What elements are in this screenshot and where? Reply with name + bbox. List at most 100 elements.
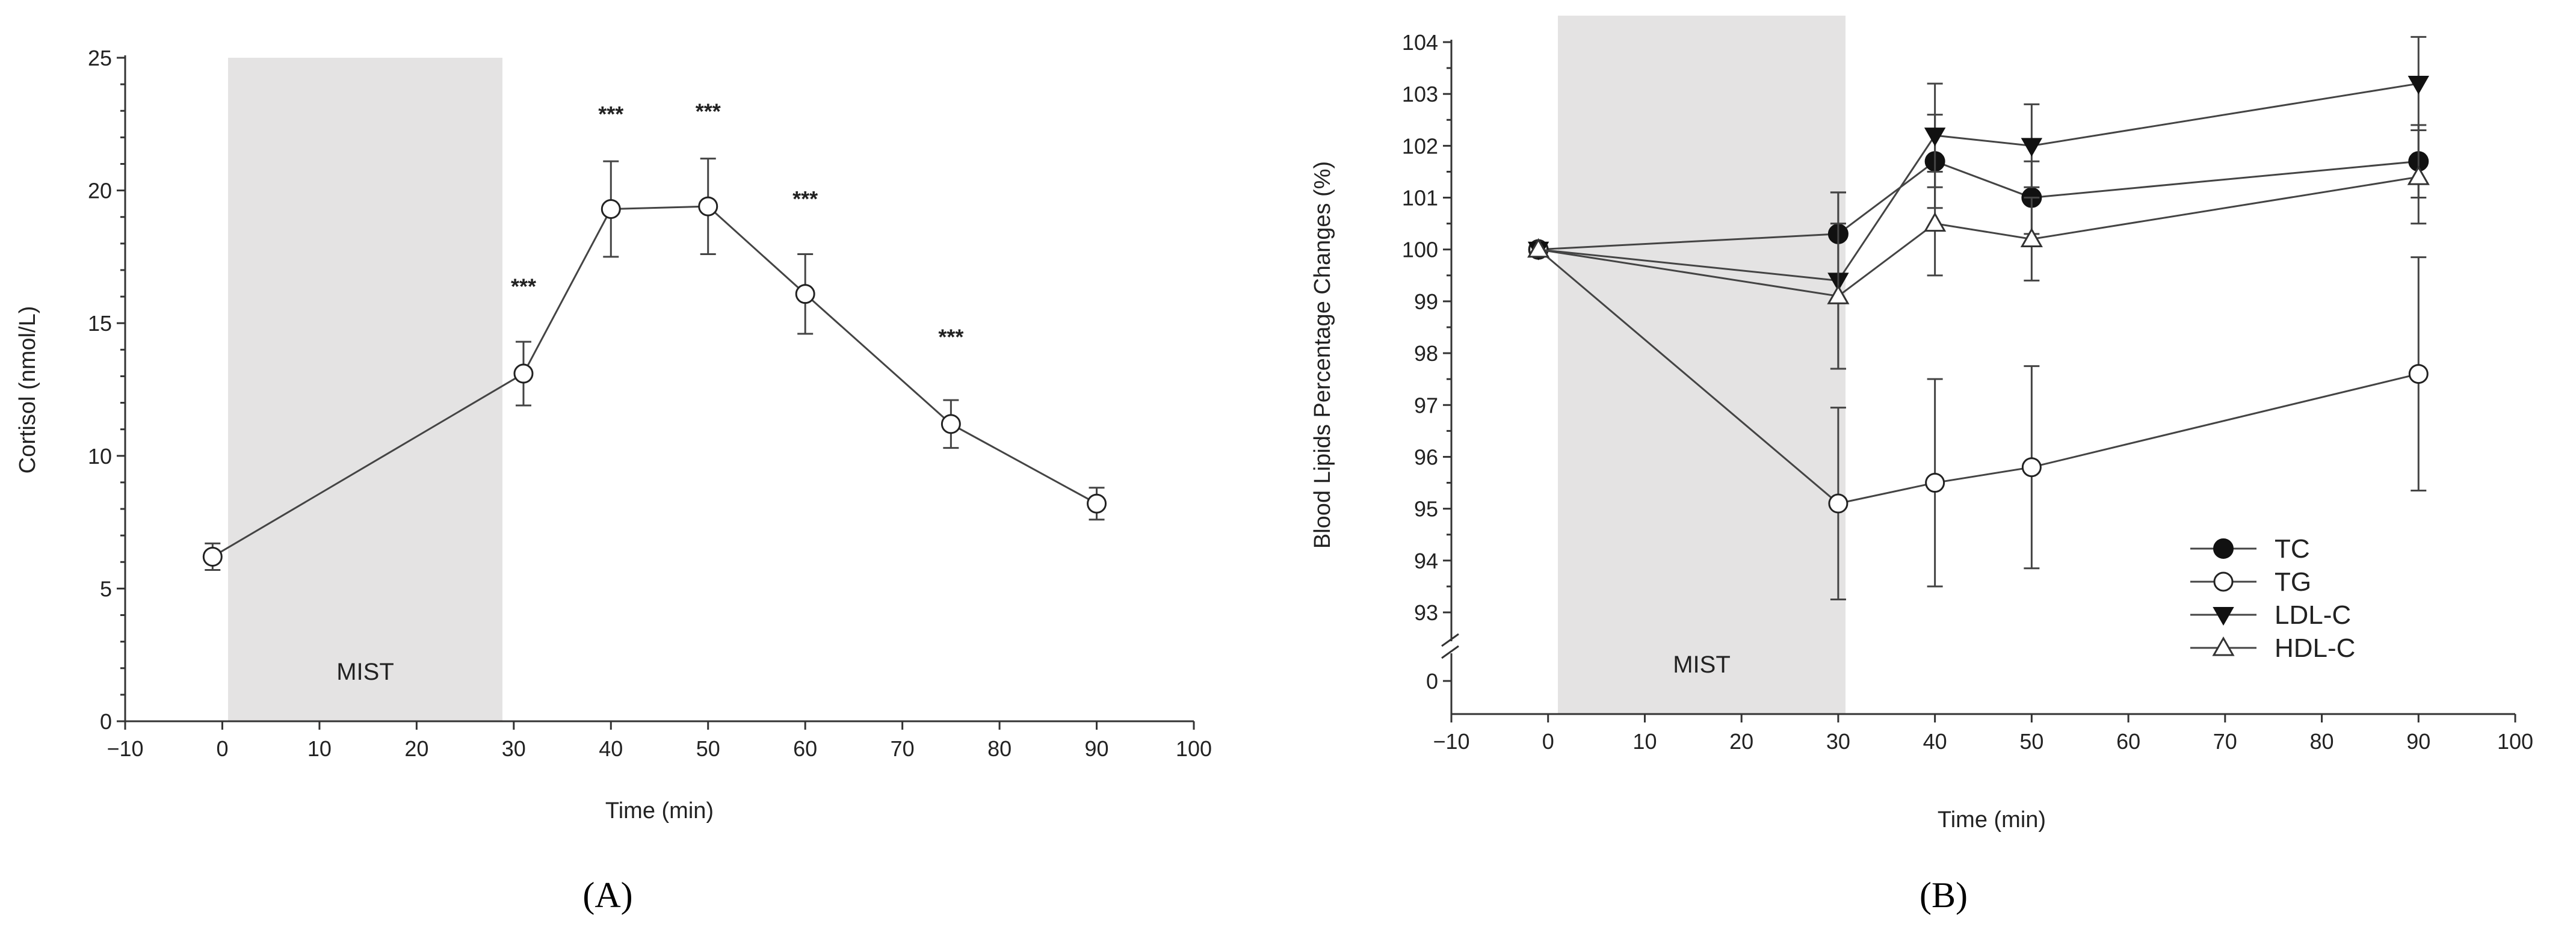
legend-marker bbox=[2213, 607, 2234, 626]
panel-a-x-tick-label: 90 bbox=[1085, 736, 1109, 761]
panel-a-y-tick-label: 0 bbox=[100, 709, 112, 734]
panel-b-label: (B) bbox=[1920, 875, 1968, 915]
legend-label: LDL-C bbox=[2275, 600, 2351, 630]
panel-a-y-axis-title: Cortisol (nmol/L) bbox=[15, 306, 40, 474]
panel-a-y-tick-label: 15 bbox=[88, 311, 112, 336]
panel-a-y-tick-label: 25 bbox=[88, 46, 112, 70]
panel-a-annotations: *** *** *** *** *** bbox=[511, 99, 963, 349]
panel-a-series bbox=[202, 158, 1107, 571]
panel-b-mist-label: MIST bbox=[1673, 651, 1731, 678]
panel-b-axis-break-mark bbox=[1441, 645, 1459, 659]
panel-b-y-tick-label: 94 bbox=[1414, 549, 1438, 573]
panel-a-data-point bbox=[1087, 493, 1107, 514]
panel-a-data-point bbox=[601, 199, 621, 219]
panel-b-y-axis-title: Blood Lipids Percentage Changes (%) bbox=[1310, 161, 1335, 549]
panel-a-significance-marker: *** bbox=[511, 274, 536, 299]
panel-b: MIST −10 0 10 20 30 40 50 60 70 80 90 1009394959697… bbox=[1310, 16, 2533, 915]
panel-b-y-tick-label: 98 bbox=[1414, 341, 1438, 366]
panel-b-series bbox=[1527, 35, 2430, 600]
panel-a-significance-marker: *** bbox=[598, 102, 623, 126]
panel-a-x-tick-label: 40 bbox=[599, 736, 623, 761]
panel-b-data-point bbox=[1828, 493, 1849, 514]
panel-b-y-tick-label: 101 bbox=[1402, 186, 1438, 211]
legend-label: TG bbox=[2275, 567, 2311, 597]
legend-label: HDL-C bbox=[2275, 633, 2355, 663]
panel-b-data-point bbox=[1924, 128, 1946, 147]
panel-b-y-tick-label: 104 bbox=[1402, 30, 1438, 55]
panel-a-significance-marker: *** bbox=[696, 99, 721, 123]
panel-a-series-cortisol bbox=[202, 158, 1107, 571]
panel-b-data-point bbox=[2020, 227, 2043, 247]
panel-a-x-tick-label: 100 bbox=[1176, 736, 1212, 761]
panel-b-data-point bbox=[1827, 285, 1850, 304]
panel-b-axis-break-mark bbox=[1441, 633, 1459, 647]
panel-b-axes: −10 0 10 20 30 40 50 60 70 80 90 100939495969798991… bbox=[1402, 30, 2533, 754]
panel-b-x-tick-label: 40 bbox=[1923, 729, 1947, 754]
panel-b-data-point bbox=[2407, 165, 2430, 185]
legend-marker bbox=[2213, 571, 2234, 592]
panel-b-x-tick-label: −10 bbox=[1433, 729, 1469, 754]
panel-b-mist-band bbox=[1558, 16, 1846, 713]
panel-a-x-tick-label: 70 bbox=[891, 736, 915, 761]
panel-b-x-tick-label: 90 bbox=[2406, 729, 2430, 754]
panel-a-x-tick-label: 0 bbox=[216, 736, 228, 761]
panel-b-x-tick-label: 80 bbox=[2310, 729, 2334, 754]
legend-marker bbox=[2212, 636, 2235, 656]
panel-a-x-tick-label: −10 bbox=[107, 736, 143, 761]
panel-a-x-tick-label: 30 bbox=[502, 736, 526, 761]
panel-a-data-point bbox=[202, 546, 223, 567]
panel-a-x-axis-title: Time (min) bbox=[605, 798, 714, 824]
legend-label: TC bbox=[2275, 534, 2310, 564]
legend-item-tg: TG bbox=[2190, 567, 2311, 597]
panel-b-x-tick-label: 100 bbox=[2497, 729, 2533, 754]
panel-a-x-tick-label: 20 bbox=[404, 736, 428, 761]
panel-b-data-point bbox=[1924, 212, 1947, 232]
panel-b-y-tick-label: 99 bbox=[1414, 289, 1438, 314]
panel-b-x-tick-label: 70 bbox=[2213, 729, 2237, 754]
panel-b-x-tick-label: 60 bbox=[2116, 729, 2140, 754]
panel-b-y-tick-label: 0 bbox=[1426, 669, 1438, 694]
panel-b-series-hdl-c bbox=[1527, 129, 2430, 370]
panel-b-y-tick-label: 95 bbox=[1414, 497, 1438, 522]
panel-a: MIST −10 0 10 20 30 40 50 60 70 80 90 1000510152025… bbox=[15, 46, 1212, 915]
panel-b-data-point bbox=[2021, 138, 2043, 157]
panel-b-y-tick-label: 103 bbox=[1402, 82, 1438, 106]
panel-a-label: (A) bbox=[582, 875, 632, 915]
panel-b-x-tick-label: 0 bbox=[1542, 729, 1554, 754]
panel-b-y-tick-label: 96 bbox=[1414, 445, 1438, 469]
panel-a-y-tick-label: 20 bbox=[88, 179, 112, 203]
panel-a-data-point bbox=[941, 414, 961, 434]
panel-a-significance-marker: *** bbox=[792, 186, 818, 211]
panel-a-x-tick-label: 60 bbox=[793, 736, 817, 761]
panel-a-x-tick-label: 50 bbox=[696, 736, 720, 761]
panel-a-y-tick-label: 5 bbox=[100, 576, 112, 601]
panel-b-y-tick-label: 93 bbox=[1414, 600, 1438, 625]
panel-b-x-axis-title: Time (min) bbox=[1938, 807, 2046, 833]
panel-b-y-tick-label: 100 bbox=[1402, 238, 1438, 262]
panel-a-significance-marker: *** bbox=[938, 324, 963, 349]
panel-a-data-point bbox=[795, 284, 815, 304]
legend-item-ldl-c: LDL-C bbox=[2190, 600, 2351, 630]
panel-b-data-point bbox=[1925, 473, 1945, 493]
panel-a-data-point bbox=[698, 196, 718, 217]
panel-b-y-tick-label: 102 bbox=[1402, 134, 1438, 158]
panel-a-data-point bbox=[513, 363, 534, 384]
panel-b-x-tick-label: 20 bbox=[1729, 729, 1753, 754]
panel-a-mist-band bbox=[228, 58, 502, 721]
panel-b-data-point bbox=[1527, 238, 1550, 258]
panel-b-x-tick-label: 10 bbox=[1632, 729, 1657, 754]
panel-b-y-tick-label: 97 bbox=[1414, 393, 1438, 417]
panel-a-x-tick-label: 10 bbox=[307, 736, 332, 761]
legend-marker bbox=[2213, 538, 2234, 559]
panel-b-data-point bbox=[2021, 457, 2042, 478]
panel-a-mist-label: MIST bbox=[336, 659, 394, 685]
panel-b-data-point bbox=[2408, 364, 2429, 384]
panel-a-y-tick-label: 10 bbox=[88, 444, 112, 469]
panel-b-x-tick-label: 50 bbox=[2019, 729, 2043, 754]
panel-b-x-tick-label: 30 bbox=[1826, 729, 1850, 754]
panel-b-data-point bbox=[2408, 75, 2429, 94]
legend-item-tc: TC bbox=[2190, 534, 2310, 564]
